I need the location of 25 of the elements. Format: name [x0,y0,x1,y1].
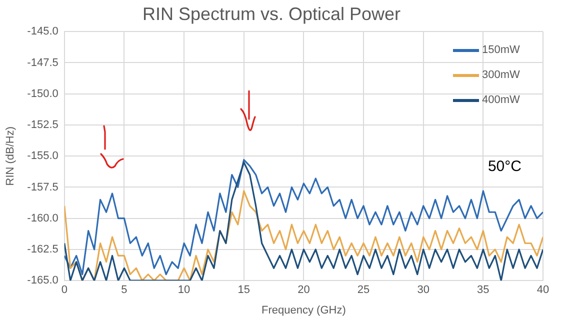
y-tick-label: -145.0 [27,26,58,38]
x-axis-title: Frequency (GHz) [262,304,346,316]
x-tick-label: 20 [298,284,310,296]
x-tick-label: 0 [61,284,68,296]
annotation: 50°C [488,158,522,176]
x-tick-label: 30 [417,284,430,296]
x-tick-label: 15 [238,284,250,296]
x-tick-label: 10 [178,284,190,296]
y-tick-label: -147.5 [27,56,58,69]
y-tick-label: -162.5 [27,244,58,256]
y-tick-label: -160.0 [27,212,58,224]
x-tick-label: 25 [357,284,370,296]
y-tick-label: -155.0 [27,150,58,162]
y-axis-title: RIN (dB/Hz) [4,126,17,186]
chart-title: RIN Spectrum vs. Optical Power [142,4,401,24]
legend-label: 300mW [482,69,520,82]
legend-label: 400mW [482,94,520,106]
y-tick-label: -157.5 [27,181,58,194]
y-tick-label: -152.5 [27,119,58,132]
y-tick-label: -165.0 [27,274,58,287]
y-tick-label: -150.0 [27,88,58,100]
x-tick-label: 5 [121,284,128,296]
x-tick-label: 40 [536,284,550,296]
x-tick-label: 35 [477,284,490,296]
legend-label: 150mW [482,44,520,56]
